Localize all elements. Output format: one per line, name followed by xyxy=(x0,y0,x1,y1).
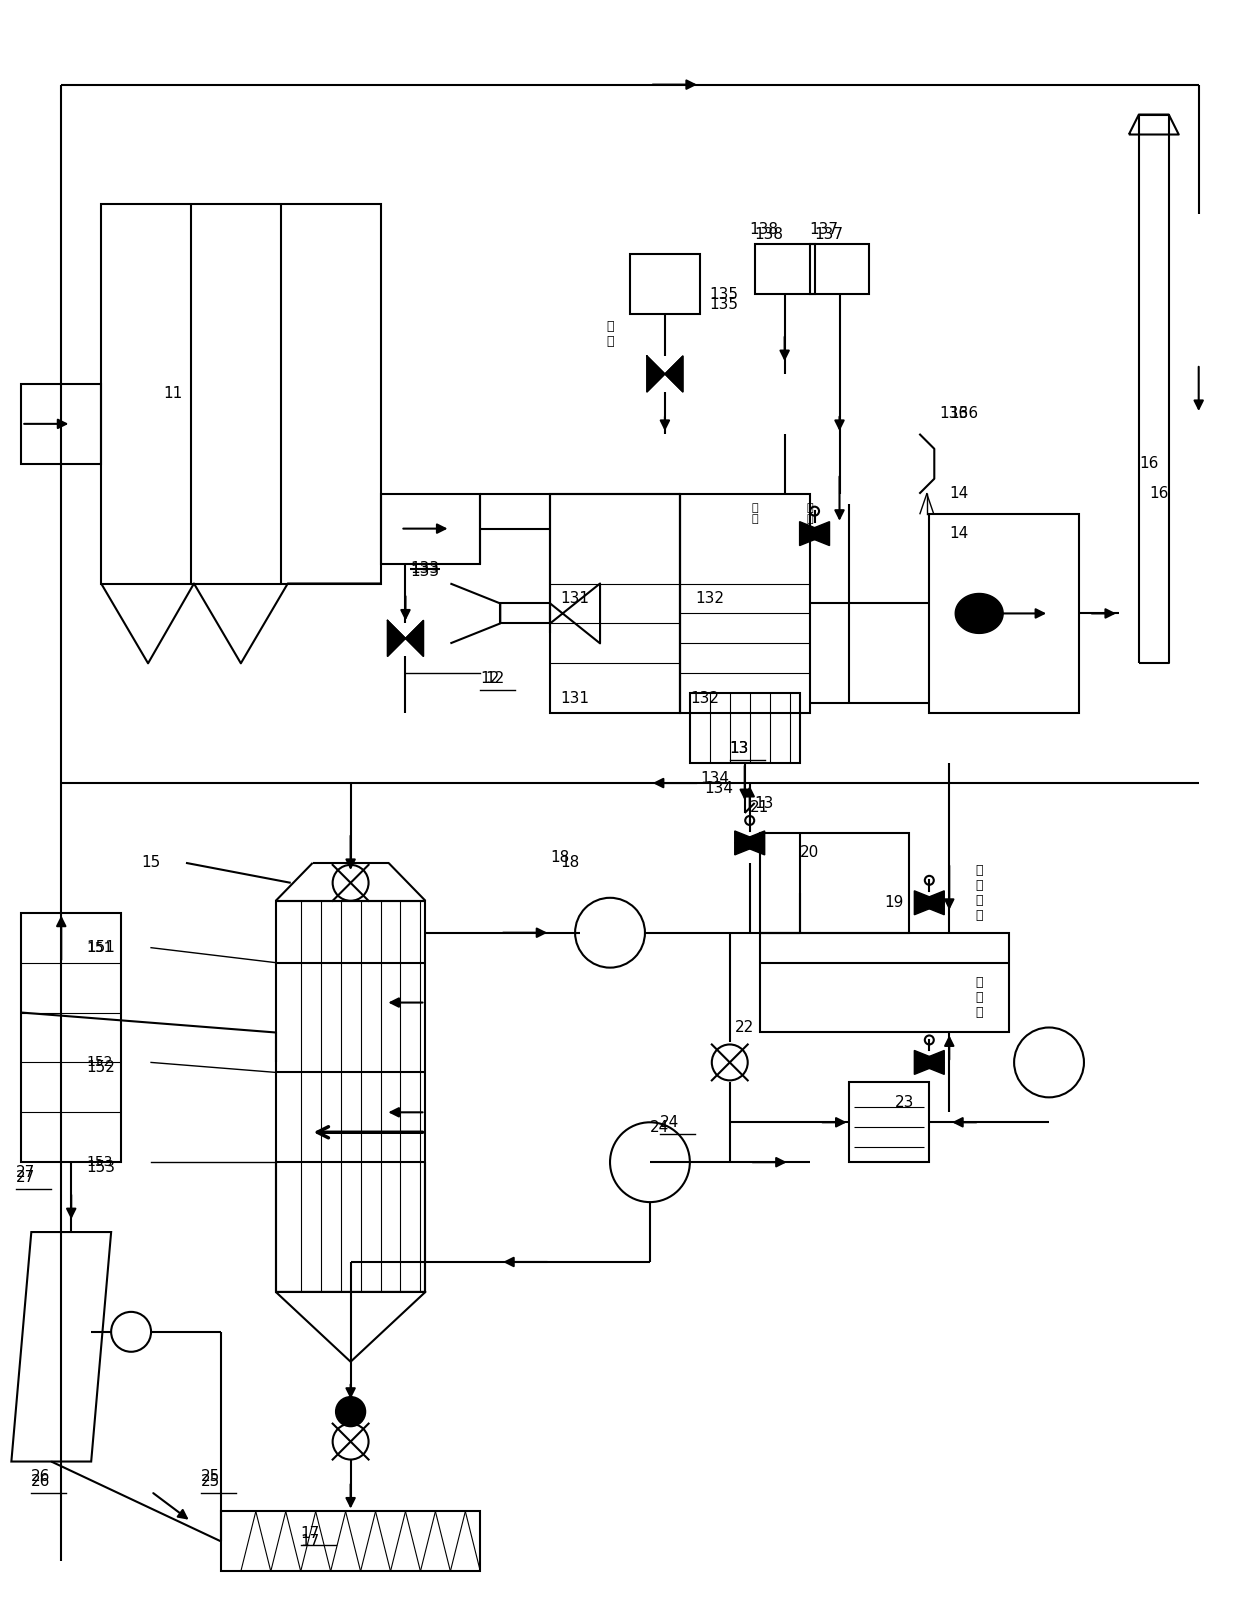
Circle shape xyxy=(336,1397,366,1426)
Text: 137: 137 xyxy=(815,227,843,242)
Text: 135: 135 xyxy=(709,297,739,311)
Text: 11: 11 xyxy=(162,387,182,402)
Text: 27: 27 xyxy=(16,1165,36,1179)
Polygon shape xyxy=(914,1050,945,1074)
Text: 153: 153 xyxy=(87,1160,115,1174)
Text: 25: 25 xyxy=(201,1469,221,1484)
Polygon shape xyxy=(647,356,683,392)
Polygon shape xyxy=(735,831,765,855)
Polygon shape xyxy=(800,521,830,545)
Text: 24: 24 xyxy=(650,1119,670,1136)
Text: 14: 14 xyxy=(950,486,968,502)
Polygon shape xyxy=(914,1050,945,1074)
Text: 15: 15 xyxy=(141,855,160,871)
Bar xyxy=(760,832,909,932)
Bar xyxy=(849,1082,929,1163)
Text: 133: 133 xyxy=(410,561,440,576)
Text: 134: 134 xyxy=(704,781,734,795)
Text: 151: 151 xyxy=(87,940,115,955)
Bar xyxy=(21,913,122,1163)
Text: 13: 13 xyxy=(730,740,749,755)
Polygon shape xyxy=(914,890,945,915)
Text: 20: 20 xyxy=(800,845,818,860)
Text: 助
燃
气: 助 燃 气 xyxy=(976,976,983,1019)
Bar xyxy=(689,694,800,763)
Text: 152: 152 xyxy=(87,1055,113,1069)
Polygon shape xyxy=(914,890,945,915)
Bar xyxy=(630,255,699,315)
Text: 134: 134 xyxy=(699,771,729,786)
Text: 138: 138 xyxy=(750,223,779,237)
Text: 138: 138 xyxy=(755,227,784,242)
Text: 131: 131 xyxy=(560,590,589,606)
Text: 18: 18 xyxy=(551,850,569,866)
Bar xyxy=(102,205,381,584)
Bar xyxy=(381,494,480,563)
Polygon shape xyxy=(800,521,830,545)
Text: 132: 132 xyxy=(689,690,719,706)
Bar xyxy=(551,494,680,713)
Bar xyxy=(755,244,815,294)
Bar xyxy=(500,603,551,623)
Text: 17: 17 xyxy=(301,1534,320,1548)
Bar xyxy=(929,513,1079,713)
Text: 151: 151 xyxy=(87,940,113,955)
Text: 高
炉
煤
气: 高 炉 煤 气 xyxy=(976,865,983,921)
Bar xyxy=(275,900,425,1292)
Polygon shape xyxy=(955,594,1003,634)
Text: 132: 132 xyxy=(694,590,724,606)
Text: 136: 136 xyxy=(939,406,968,421)
Text: 25: 25 xyxy=(201,1474,221,1489)
Text: 136: 136 xyxy=(950,406,978,421)
Text: 23: 23 xyxy=(894,1095,914,1110)
Text: 14: 14 xyxy=(950,526,968,540)
Text: 热
水: 热 水 xyxy=(751,503,758,524)
Text: 18: 18 xyxy=(560,855,579,871)
Text: 137: 137 xyxy=(810,223,838,237)
Bar xyxy=(21,384,102,465)
Text: 蒸
汽: 蒸 汽 xyxy=(606,319,614,348)
Text: 26: 26 xyxy=(31,1469,51,1484)
Text: 135: 135 xyxy=(709,287,739,302)
Bar xyxy=(810,244,869,294)
Text: 17: 17 xyxy=(301,1526,320,1540)
Text: 12: 12 xyxy=(485,671,505,686)
Bar xyxy=(221,1511,480,1571)
Polygon shape xyxy=(735,831,765,855)
Text: 13: 13 xyxy=(755,795,774,810)
Text: 24: 24 xyxy=(660,1115,680,1129)
Text: 19: 19 xyxy=(884,895,904,910)
Text: 153: 153 xyxy=(87,1155,113,1169)
Bar xyxy=(680,494,810,713)
Text: 26: 26 xyxy=(31,1474,51,1489)
Text: 16: 16 xyxy=(1148,486,1168,502)
Text: 22: 22 xyxy=(735,1019,754,1036)
Text: 冷
水: 冷 水 xyxy=(806,503,813,524)
Text: 21: 21 xyxy=(750,800,769,816)
Polygon shape xyxy=(388,621,423,656)
Text: 131: 131 xyxy=(560,690,589,706)
Text: 133: 133 xyxy=(410,565,440,579)
Text: 12: 12 xyxy=(480,671,500,686)
Text: 27: 27 xyxy=(16,1169,36,1184)
Text: 152: 152 xyxy=(87,1060,115,1074)
Text: 13: 13 xyxy=(730,740,749,755)
Text: 16: 16 xyxy=(1138,456,1158,471)
Bar xyxy=(760,932,1009,1032)
